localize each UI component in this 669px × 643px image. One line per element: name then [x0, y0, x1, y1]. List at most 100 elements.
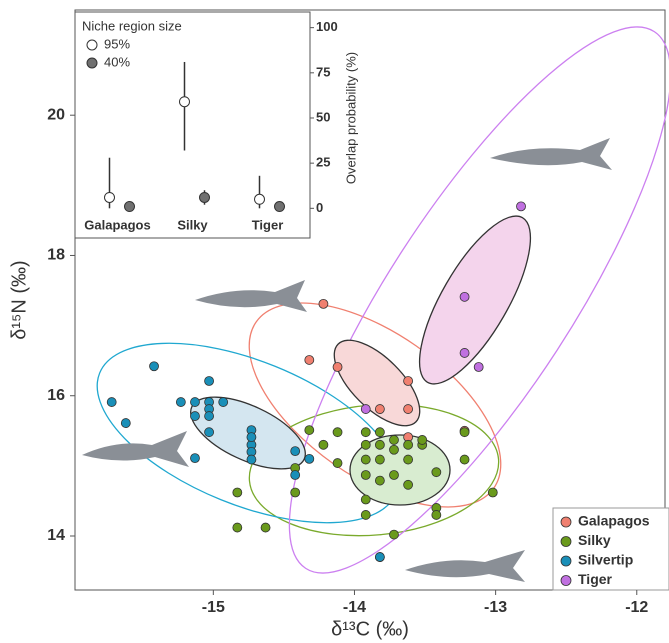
y-tick-label: 50 — [316, 109, 330, 124]
y-tick-label: 20 — [47, 106, 65, 123]
point — [120, 418, 131, 428]
point — [190, 453, 200, 464]
point — [254, 193, 265, 205]
point — [332, 362, 343, 372]
point — [389, 435, 399, 445]
point — [304, 355, 315, 365]
x-tick-label: -14 — [343, 599, 366, 616]
point — [106, 397, 117, 407]
shark-icon — [405, 550, 525, 582]
legend-marker — [86, 57, 98, 69]
point — [487, 487, 498, 498]
inset-title: Niche region size — [82, 18, 182, 33]
point — [459, 291, 470, 302]
point — [360, 439, 371, 450]
point — [104, 191, 115, 203]
point — [190, 397, 200, 407]
point — [232, 522, 243, 533]
point — [304, 425, 315, 435]
legend — [552, 507, 669, 591]
legend-label: Silvertip — [578, 552, 633, 568]
point — [218, 397, 229, 407]
point — [374, 427, 385, 438]
point — [403, 479, 414, 490]
legend-label: 40% — [104, 54, 130, 69]
tiger-ellipse — [288, 26, 669, 574]
legend-marker — [86, 39, 98, 51]
y-tick-label: 16 — [47, 387, 65, 404]
point — [360, 404, 371, 414]
silky-core — [349, 434, 451, 506]
legend-marker — [560, 516, 572, 528]
y-tick-label: 14 — [47, 527, 65, 544]
point — [516, 201, 526, 212]
point — [360, 470, 371, 480]
point — [360, 510, 371, 520]
y-tick-label: 25 — [316, 155, 330, 170]
legend-label: Tiger — [578, 571, 613, 587]
point — [246, 454, 257, 465]
shark-icon — [82, 431, 189, 467]
x-tick-label: -12 — [625, 599, 648, 616]
point — [403, 404, 414, 414]
point — [459, 427, 470, 438]
point — [204, 376, 214, 386]
tiger-core — [418, 215, 532, 385]
shark-icon — [195, 280, 307, 312]
ellipses — [96, 26, 669, 574]
y-axis-label: δ¹⁵N (‰) — [8, 260, 30, 339]
point — [374, 552, 385, 562]
point — [179, 96, 190, 108]
point — [246, 432, 257, 443]
point — [149, 361, 159, 372]
point — [374, 454, 385, 465]
point — [374, 404, 385, 414]
inset-y-label: Overlap probability (%) — [343, 52, 358, 184]
x-axis-label: δ¹³C (‰) — [331, 618, 409, 640]
point — [403, 454, 414, 465]
point — [199, 191, 210, 203]
point — [360, 494, 371, 505]
point — [290, 470, 301, 480]
point — [389, 529, 399, 540]
point — [360, 427, 371, 438]
point — [431, 510, 442, 520]
legend-marker — [560, 555, 572, 567]
point — [332, 458, 343, 468]
point — [473, 362, 484, 372]
legend-label: 95% — [104, 36, 130, 51]
point — [318, 298, 329, 309]
legend-marker — [560, 575, 572, 586]
point — [374, 439, 385, 450]
galapagos-core — [333, 339, 421, 427]
legend-label: Galapagos — [578, 513, 650, 529]
legend-label: Silky — [578, 532, 611, 548]
point — [124, 201, 135, 213]
point — [403, 376, 414, 386]
shark-icon — [490, 138, 612, 170]
legend-marker — [560, 536, 572, 547]
y-tick-label: 0 — [316, 200, 323, 215]
point — [204, 411, 214, 421]
point — [431, 467, 442, 478]
x-tick-label: Galapagos — [84, 217, 150, 232]
point — [389, 470, 399, 480]
point — [274, 201, 285, 213]
x-tick-label: -13 — [484, 599, 507, 616]
point — [304, 453, 315, 464]
y-tick-label: 18 — [47, 247, 65, 264]
plot-frame — [74, 9, 666, 591]
y-tick-label: 75 — [316, 64, 330, 79]
point — [374, 475, 385, 486]
point — [389, 444, 399, 455]
point — [260, 522, 271, 533]
point — [290, 446, 301, 457]
x-tick-label: Silky — [177, 217, 208, 232]
point — [232, 487, 243, 498]
x-tick-label: Tiger — [252, 217, 284, 232]
point — [360, 454, 371, 465]
point — [459, 348, 470, 358]
point — [190, 411, 200, 421]
point — [204, 427, 214, 438]
